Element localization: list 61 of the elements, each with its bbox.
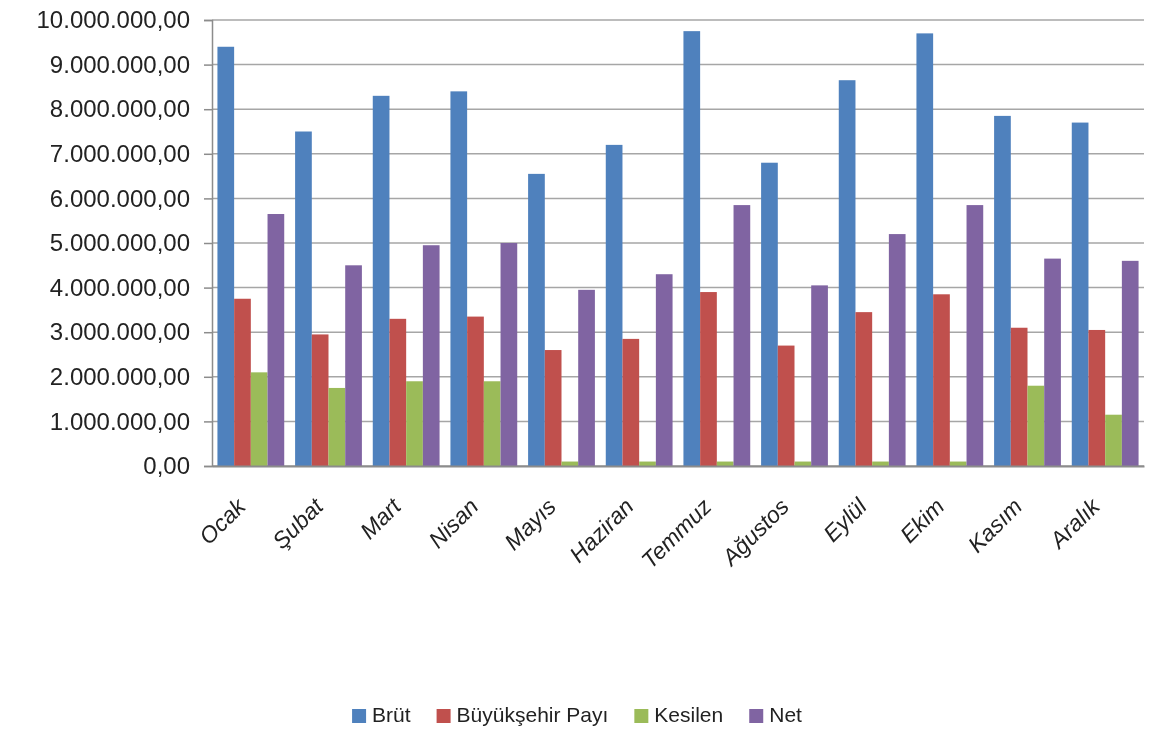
bar: [295, 131, 312, 466]
bar: [777, 345, 795, 466]
bar: [966, 205, 984, 466]
y-tick-label: 3.000.000,00: [49, 318, 190, 346]
bar: [483, 381, 501, 466]
bar: [311, 334, 329, 466]
y-tick-label: 5.000.000,00: [49, 229, 190, 257]
bar: [450, 91, 468, 466]
bar: [328, 387, 346, 466]
bar: [605, 144, 623, 466]
bar: [1010, 327, 1028, 466]
bar: [345, 265, 362, 466]
y-tick-label: 8.000.000,00: [49, 95, 190, 123]
y-tick-label: 1.000.000,00: [49, 407, 190, 435]
y-tick-label: 4.000.000,00: [49, 273, 190, 301]
bar: [1121, 260, 1139, 466]
legend-label: Büyükşehir Payı: [456, 703, 609, 726]
y-tick-label: 0,00: [143, 452, 190, 480]
bar: [949, 461, 967, 466]
y-tick-label: 10.000.000,00: [36, 6, 190, 34]
bar: [372, 95, 390, 466]
bar: [578, 289, 595, 466]
y-tick-label: 9.000.000,00: [49, 50, 190, 78]
legend-label: Brüt: [372, 703, 411, 726]
bar: [217, 46, 235, 466]
bar: [406, 381, 423, 466]
bar: [811, 285, 828, 466]
bar: [1071, 122, 1089, 466]
bar: [1105, 414, 1122, 466]
y-tick-label: 2.000.000,00: [49, 362, 190, 390]
bar: [234, 298, 251, 466]
bar: [733, 205, 751, 466]
legend-label: Kesilen: [654, 703, 724, 726]
bar: [838, 80, 856, 466]
bar: [1044, 258, 1061, 466]
bar: [716, 461, 734, 466]
bar: [1088, 329, 1106, 466]
legend-label: Net: [769, 703, 803, 726]
bar: [933, 294, 950, 466]
bar: [622, 338, 640, 466]
bar: [700, 292, 717, 466]
bar: [888, 234, 906, 466]
bar: [267, 214, 285, 466]
bar: [467, 316, 484, 466]
bar: [500, 243, 518, 466]
bar: [761, 162, 778, 466]
bar: [994, 115, 1011, 466]
y-tick-label: 6.000.000,00: [49, 184, 190, 212]
bar: [389, 318, 407, 466]
bar: [655, 274, 673, 466]
bar: [855, 312, 873, 466]
bar: [639, 461, 656, 466]
bar: [916, 33, 934, 466]
bar: [1027, 385, 1045, 466]
bar: [528, 173, 545, 466]
bar: [250, 372, 268, 466]
y-tick-label: 7.000.000,00: [49, 139, 190, 167]
bar: [683, 31, 701, 466]
bar: [872, 461, 889, 466]
bar: [422, 245, 440, 466]
bar: [544, 350, 562, 466]
